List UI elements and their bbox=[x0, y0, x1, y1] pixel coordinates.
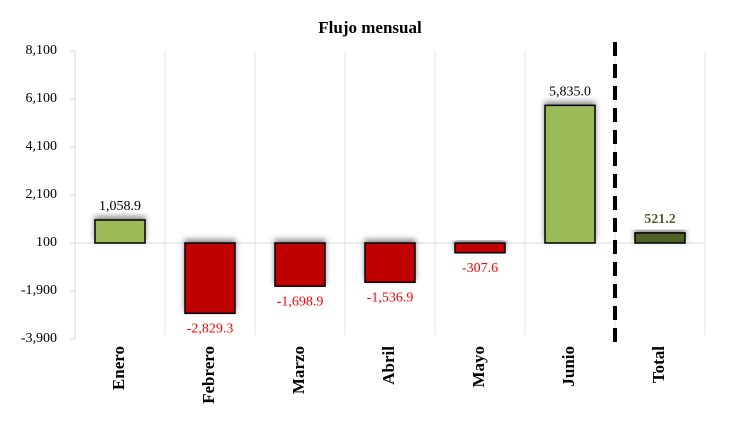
y-tick-label: -3,900 bbox=[21, 331, 57, 346]
value-label: -2,829.3 bbox=[187, 322, 234, 337]
x-tick-label: Enero bbox=[109, 346, 128, 390]
bar bbox=[274, 242, 326, 287]
bar bbox=[454, 242, 506, 254]
x-tick-label: Total bbox=[649, 346, 668, 383]
value-label: 5,835.0 bbox=[549, 85, 591, 100]
bar bbox=[634, 232, 686, 244]
bar bbox=[544, 104, 596, 244]
y-tick-label: 4,100 bbox=[26, 139, 58, 154]
y-tick-label: 8,100 bbox=[26, 43, 58, 58]
y-tick-label: -1,900 bbox=[21, 283, 57, 298]
value-label: 521.2 bbox=[644, 212, 676, 227]
bar bbox=[184, 242, 236, 315]
y-tick-label: 100 bbox=[36, 235, 57, 250]
value-label: 1,058.9 bbox=[99, 199, 141, 214]
y-tick-label: 6,100 bbox=[26, 91, 58, 106]
x-tick-label: Marzo bbox=[289, 346, 308, 394]
x-tick-label: Abril bbox=[379, 346, 398, 385]
y-tick-label: 2,100 bbox=[26, 187, 58, 202]
value-label: -307.6 bbox=[462, 261, 498, 276]
x-tick-label: Febrero bbox=[199, 346, 218, 404]
value-label: -1,536.9 bbox=[367, 291, 414, 306]
chart-title: Flujo mensual bbox=[318, 18, 422, 37]
x-tick-label: Junio bbox=[559, 346, 578, 387]
x-tick-label: Mayo bbox=[469, 346, 488, 388]
bar bbox=[364, 242, 416, 284]
value-label: -1,698.9 bbox=[277, 294, 324, 309]
bar bbox=[94, 219, 146, 244]
